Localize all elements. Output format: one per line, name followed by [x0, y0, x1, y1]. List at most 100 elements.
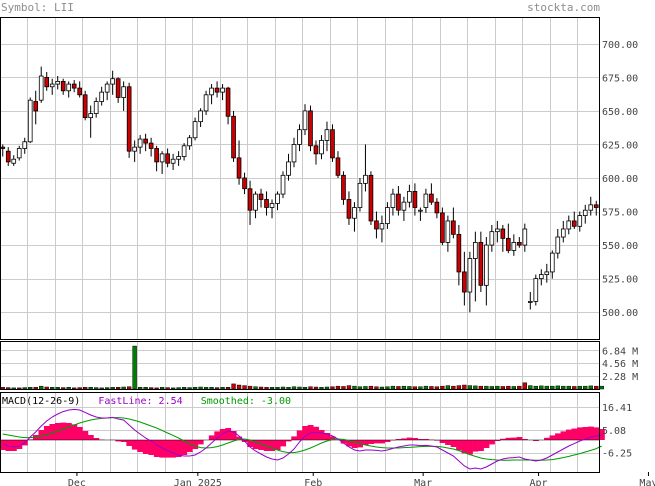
volume-bar: [313, 386, 319, 390]
macd-histogram-bar: [423, 439, 429, 440]
candle-body: [258, 193, 264, 200]
candle-body: [374, 220, 379, 230]
macd-histogram-bar: [131, 440, 138, 450]
volume-bar: [28, 387, 33, 390]
volume-bar: [93, 387, 99, 390]
candle-body: [77, 87, 83, 96]
volume-bar: [176, 387, 181, 390]
macd-histogram-bar: [252, 440, 259, 449]
price-tick-label: 600.00: [602, 174, 638, 185]
x-tick-label: Feb: [304, 478, 322, 486]
candle-body: [110, 78, 115, 85]
candle-body: [368, 174, 374, 222]
panel-frame: [0, 341, 600, 390]
candle-body: [324, 129, 330, 141]
volume-bar: [511, 386, 516, 390]
volume-bar: [280, 386, 286, 390]
macd-histogram-bar: [137, 440, 144, 452]
volume-bar: [429, 386, 434, 390]
volume-bar: [440, 385, 445, 390]
candle-body: [588, 204, 594, 211]
macd-histogram-bar: [269, 440, 276, 451]
candle-body: [275, 193, 280, 204]
macd-histogram-bar: [318, 430, 325, 440]
volume-bar: [385, 386, 390, 390]
x-tick-label: May: [639, 478, 655, 486]
macd-histogram-bar: [406, 437, 413, 440]
candle-body: [170, 158, 176, 164]
candle-body: [533, 278, 539, 302]
volume-bar: [121, 386, 126, 390]
volume-bar: [445, 385, 451, 390]
candle-body: [203, 94, 209, 112]
macd-histogram-bar: [120, 440, 127, 442]
candle-body: [220, 87, 225, 93]
candle-body: [143, 138, 148, 144]
candle-body: [434, 201, 440, 214]
volume-bar: [401, 385, 407, 390]
macd-histogram-bar: [384, 440, 391, 442]
volume-bar: [88, 387, 93, 390]
candle-body: [495, 228, 500, 233]
candle-body: [5, 150, 11, 163]
macd-histogram-bar: [181, 440, 188, 455]
macd-histogram-bar: [494, 440, 501, 441]
macd-histogram-bar: [450, 440, 457, 447]
volume-bar: [555, 385, 560, 390]
panel-frame: [0, 17, 600, 340]
volume-bar: [181, 387, 187, 390]
volume-bar: [291, 386, 297, 390]
volume-bar: [39, 385, 44, 390]
volume-bar: [22, 387, 27, 390]
price-tick-label: 575.00: [602, 208, 638, 219]
site-watermark: stockta.com: [527, 1, 600, 14]
macd-histogram-bar: [533, 440, 539, 441]
volume-bar: [17, 387, 22, 390]
macd-histogram-bar: [483, 440, 490, 448]
candle-body: [560, 228, 566, 238]
symbol-label: Symbol: LII: [1, 1, 74, 14]
candle-body: [192, 121, 198, 139]
candle-body: [456, 233, 462, 273]
macd-histogram-bar: [76, 427, 83, 440]
candle-body: [566, 220, 572, 230]
volume-bar: [522, 382, 527, 390]
macd-title: MACD(12-26-9): [2, 396, 81, 407]
macd-histogram-bar: [175, 440, 182, 457]
candle-body: [385, 207, 390, 225]
candle-body: [121, 86, 126, 98]
candle-body: [571, 220, 577, 227]
volume-bar: [253, 386, 258, 390]
candle-body: [440, 212, 445, 243]
macd-histogram-bar: [159, 440, 166, 458]
macd-histogram-bar: [566, 429, 572, 440]
price-tick-label: 525.00: [602, 275, 638, 286]
candle-body: [16, 148, 22, 159]
macd-histogram-bar: [467, 440, 473, 455]
candle-body: [27, 99, 33, 143]
price-tick-label: 675.00: [602, 73, 638, 84]
candle-body: [225, 87, 231, 117]
candle-body: [401, 201, 407, 211]
candle-body: [335, 157, 341, 176]
macd-histogram-bar: [368, 440, 374, 444]
volume-bar: [143, 387, 148, 390]
candle-body: [148, 142, 154, 149]
candle-body: [176, 156, 181, 160]
volume-bar: [517, 385, 522, 390]
macd-histogram-bar: [472, 440, 479, 452]
volume-bar: [550, 385, 555, 390]
volume-bar: [374, 386, 379, 390]
volume-bar: [308, 386, 313, 390]
volume-bar: [44, 386, 49, 390]
candle-body: [467, 258, 473, 293]
macd-histogram-bar: [516, 437, 523, 440]
volume-bar: [346, 385, 352, 390]
candle-body: [313, 145, 319, 155]
candle-body: [49, 83, 55, 88]
volume-bar: [407, 386, 412, 390]
volume-bar: [165, 387, 170, 390]
candle-body: [66, 83, 72, 92]
candle-body: [544, 271, 550, 275]
price-tick-label: 625.00: [602, 140, 638, 151]
